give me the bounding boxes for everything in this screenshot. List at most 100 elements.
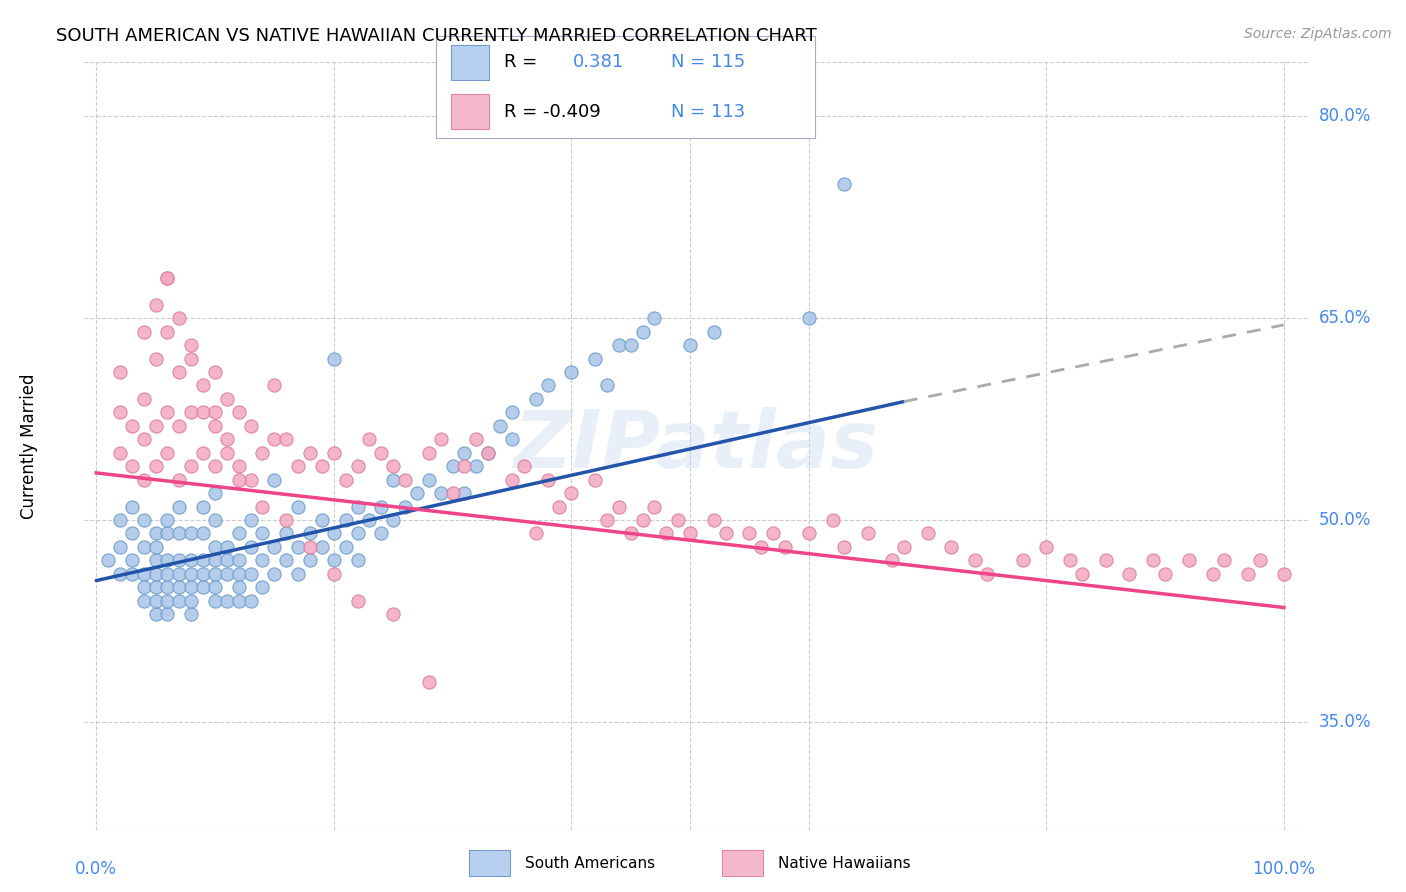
Point (1011, 553, 1033, 567)
Point (453, 486, 475, 500)
Point (191, 378, 214, 392)
Point (204, 580, 226, 594)
Point (346, 526, 368, 541)
Text: Native Hawaiians: Native Hawaiians (778, 855, 911, 871)
Point (228, 473, 250, 487)
Point (1213, 553, 1236, 567)
Point (239, 473, 262, 487)
Point (631, 513, 654, 527)
Point (856, 526, 879, 541)
Point (180, 405, 202, 419)
Point (204, 405, 226, 419)
Point (145, 418, 167, 433)
Point (382, 513, 405, 527)
Point (298, 553, 321, 567)
Text: 35.0%: 35.0% (1319, 713, 1371, 731)
Point (191, 405, 214, 419)
Text: 0.381: 0.381 (572, 54, 624, 71)
Point (169, 553, 191, 567)
Point (108, 365, 131, 379)
Point (762, 526, 785, 541)
Point (132, 513, 155, 527)
Point (169, 566, 191, 581)
Point (370, 500, 392, 514)
Point (382, 607, 405, 622)
Text: Currently Married: Currently Married (20, 373, 38, 519)
Bar (451, 45, 489, 79)
Point (276, 553, 298, 567)
Point (156, 325, 179, 339)
Text: 80.0%: 80.0% (1319, 107, 1371, 125)
Point (169, 418, 191, 433)
Point (180, 459, 202, 474)
Point (252, 553, 274, 567)
Point (322, 526, 344, 541)
Point (215, 540, 238, 554)
Point (180, 526, 202, 541)
Point (797, 526, 820, 541)
Point (893, 540, 915, 554)
Point (1071, 566, 1094, 581)
Point (228, 566, 250, 581)
Text: N = 113: N = 113 (671, 103, 745, 120)
Point (596, 378, 619, 392)
Point (108, 446, 131, 460)
Point (1201, 566, 1223, 581)
Point (560, 365, 582, 379)
Point (963, 553, 986, 567)
Point (346, 553, 368, 567)
Point (311, 459, 333, 474)
Point (477, 446, 499, 460)
Point (1059, 553, 1081, 567)
Text: 0.0%: 0.0% (76, 860, 117, 878)
Point (298, 446, 321, 460)
Point (1272, 566, 1295, 581)
Point (1178, 553, 1201, 567)
Bar (451, 95, 489, 129)
Point (204, 566, 226, 581)
Point (132, 325, 155, 339)
Point (169, 526, 191, 541)
Point (156, 446, 179, 460)
Point (976, 566, 998, 581)
Point (145, 580, 167, 594)
Point (169, 311, 191, 326)
Point (228, 553, 250, 567)
Point (191, 580, 214, 594)
Point (204, 513, 226, 527)
Point (524, 392, 547, 406)
Point (335, 513, 357, 527)
Point (607, 338, 630, 352)
Point (204, 486, 226, 500)
Point (821, 513, 844, 527)
Point (620, 338, 643, 352)
Point (429, 432, 451, 446)
Point (501, 473, 523, 487)
Point (145, 540, 167, 554)
Point (132, 392, 155, 406)
Point (1237, 566, 1260, 581)
Point (1154, 566, 1177, 581)
Point (169, 365, 191, 379)
Text: 100.0%: 100.0% (1253, 860, 1316, 878)
Point (513, 459, 536, 474)
Point (477, 446, 499, 460)
Point (145, 459, 167, 474)
Point (215, 392, 238, 406)
Point (322, 553, 344, 567)
Point (252, 500, 274, 514)
Point (121, 553, 143, 567)
Point (145, 607, 167, 622)
Point (97, 553, 120, 567)
Point (941, 540, 963, 554)
Point (156, 513, 179, 527)
Point (298, 540, 321, 554)
Point (228, 526, 250, 541)
Point (145, 553, 167, 567)
Point (596, 513, 619, 527)
Point (880, 553, 903, 567)
Point (156, 405, 179, 419)
Point (382, 473, 405, 487)
Point (169, 500, 191, 514)
Point (287, 500, 309, 514)
